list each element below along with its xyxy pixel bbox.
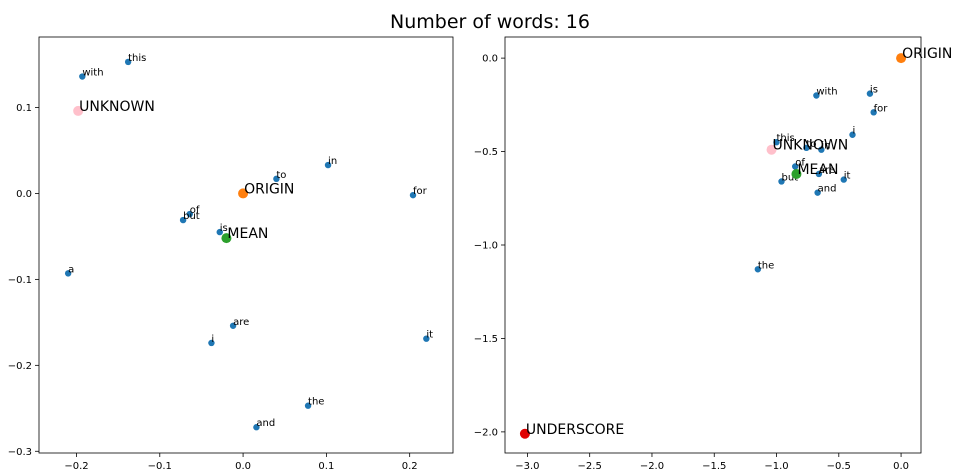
x-tick-label: 0.0	[893, 461, 909, 472]
x-tick-label: −2.0	[640, 461, 664, 472]
point-i	[208, 339, 215, 347]
point-the	[304, 402, 312, 409]
point-label-i: i	[211, 334, 214, 345]
point-mean	[221, 233, 232, 244]
y-tick-label: 0.0	[16, 189, 32, 200]
right-scatter-plot: −3.0 −2.5 −2.0 −1.5 −1.0 −0.5 0.0 −2.0 −1.5 −1.0 −…	[474, 36, 952, 472]
point-label-this: this	[777, 133, 795, 144]
x-tick-label: −2.5	[578, 461, 602, 472]
point-is	[866, 90, 874, 97]
point-and	[814, 189, 821, 196]
point-label-unknown: UNKNOWN	[79, 99, 155, 115]
x-tick-label: 0.2	[402, 461, 418, 472]
point-to	[273, 175, 280, 183]
point-label-mean: MEAN	[227, 226, 268, 242]
point-in	[818, 146, 825, 153]
x-tick-label: 0.1	[318, 461, 334, 472]
point-label-origin: ORIGIN	[244, 181, 294, 197]
y-tick-label: −0.1	[8, 275, 32, 286]
point-origin	[238, 188, 249, 199]
axes-frame	[38, 36, 454, 454]
x-tick-label: −0.1	[148, 461, 172, 472]
point-label-but: but	[782, 172, 799, 183]
point-are	[815, 170, 823, 178]
y-tick-label: −0.2	[8, 361, 32, 372]
point-label-with: with	[816, 86, 837, 97]
point-label-is: is	[870, 85, 878, 96]
x-tick-label: −1.5	[702, 461, 726, 472]
point-for	[870, 109, 877, 116]
point-label-but: but	[183, 211, 200, 222]
point-label-unknown: UNKNOWN	[773, 138, 849, 154]
point-the	[754, 266, 762, 273]
y-tick-label: −0.5	[474, 147, 498, 158]
x-tick-label: 0.0	[235, 461, 251, 472]
x-tick-label: −0.5	[827, 461, 851, 472]
point-mean	[791, 168, 802, 179]
point-i	[849, 131, 856, 138]
point-this	[773, 139, 780, 146]
point-is	[216, 228, 223, 236]
point-label-the: the	[308, 397, 324, 408]
y-tick-label: 0.1	[16, 103, 32, 114]
point-to	[803, 144, 810, 152]
point-it	[423, 335, 430, 342]
point-label-with: with	[82, 68, 103, 79]
point-a	[64, 270, 72, 277]
y-tick-label: −0.3	[8, 447, 32, 458]
point-this	[124, 58, 132, 66]
point-label-is: is	[220, 223, 228, 234]
point-label-for: for	[413, 186, 428, 197]
point-in	[324, 161, 332, 169]
point-label-are: are	[233, 317, 249, 328]
figure-title: Number of words: 16	[390, 11, 590, 33]
point-label-underscore: UNDERSCORE	[526, 422, 624, 438]
point-label-to: to	[276, 170, 286, 181]
point-label-a: a	[68, 264, 74, 275]
x-tick-label: −3.0	[515, 461, 539, 472]
point-label-and: and	[256, 418, 275, 429]
point-label-and: and	[818, 184, 837, 195]
point-label-of: of	[190, 205, 200, 216]
point-label-the: the	[758, 260, 774, 271]
point-but	[778, 178, 785, 185]
x-tick-label: −1.0	[764, 461, 788, 472]
y-tick-label: −2.0	[474, 427, 498, 438]
point-label-mean: MEAN	[797, 162, 838, 178]
point-and	[253, 424, 260, 431]
point-label-to: to	[806, 139, 816, 150]
point-but	[179, 216, 187, 224]
point-label-origin: ORIGIN	[902, 46, 952, 62]
point-label-are: are	[819, 165, 835, 176]
point-unknown	[73, 105, 84, 116]
point-with	[79, 73, 86, 80]
point-unknown	[766, 144, 777, 155]
point-label-i: i	[852, 126, 855, 137]
point-underscore	[519, 428, 530, 439]
x-tick-label: −0.2	[64, 461, 88, 472]
point-label-in: in	[328, 156, 337, 167]
point-label-this: this	[128, 53, 146, 64]
point-of	[792, 163, 799, 170]
left-scatter-plot: −0.2 −0.1 0.0 0.1 0.2 −0.3 −0.2 −0.1 0.0 0.1 this w…	[8, 36, 454, 472]
point-of	[186, 210, 193, 218]
point-origin	[896, 53, 907, 64]
y-tick-label: −1.5	[474, 334, 498, 345]
y-tick-label: −1.0	[474, 241, 498, 252]
point-label-it: it	[426, 330, 433, 341]
point-label-it: it	[844, 171, 851, 182]
point-are	[229, 322, 237, 329]
y-tick-label: 0.0	[482, 54, 498, 65]
point-for	[409, 191, 417, 199]
point-it	[840, 176, 847, 183]
point-label-in: in	[821, 141, 830, 152]
point-label-for: for	[874, 103, 889, 114]
point-with	[813, 92, 820, 99]
point-label-of: of	[795, 158, 805, 169]
